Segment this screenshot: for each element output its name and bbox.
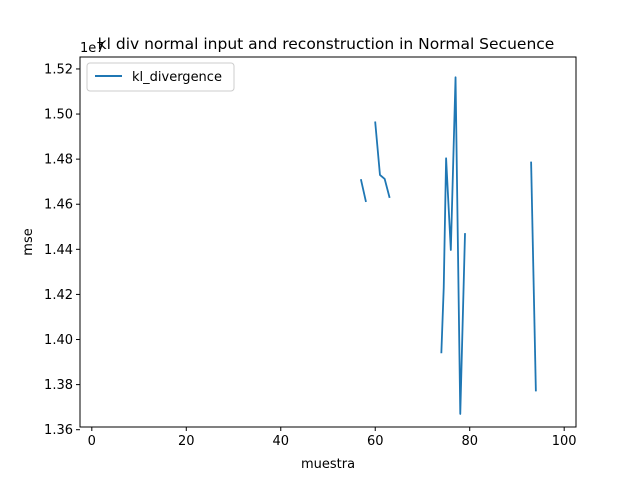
- x-tick-label: 60: [367, 434, 384, 449]
- y-tick-label: 1.38: [44, 378, 73, 393]
- x-tick-label: 100: [552, 434, 577, 449]
- y-offset-label: 1e7: [80, 41, 105, 56]
- y-tick-label: 1.48: [44, 153, 73, 168]
- y-tick-label: 1.50: [44, 108, 73, 123]
- x-tick-label: 40: [272, 434, 289, 449]
- legend: kl_divergence: [86, 62, 235, 92]
- y-tick-label: 1.40: [44, 333, 73, 348]
- x-axis-label: muestra: [301, 457, 355, 472]
- series-line-segment-3: [440, 76, 466, 415]
- plot-area: [80, 57, 576, 427]
- y-tick-label: 1.36: [44, 423, 73, 438]
- y-axis-label: mse: [21, 228, 36, 255]
- series-line-segment-1: [359, 179, 367, 203]
- x-tick-label: 80: [461, 434, 478, 449]
- y-axis-ticks: 1.36 1.38 1.40 1.42 1.44 1.46 1.48 1.50 1.52: [44, 62, 80, 438]
- x-tick-label: 0: [88, 434, 96, 449]
- x-tick-label: 20: [178, 434, 195, 449]
- legend-box: [86, 62, 235, 92]
- plot-frame: [79, 56, 577, 428]
- series-line-segment-4: [530, 161, 537, 392]
- legend-label-kl-divergence: kl_divergence: [132, 70, 222, 85]
- series-line-segment-2: [374, 121, 391, 199]
- y-tick-label: 1.46: [44, 198, 73, 213]
- chart-title: kl div normal input and reconstruction i…: [98, 35, 555, 53]
- series-lines: [359, 76, 537, 415]
- y-tick-label: 1.42: [44, 288, 73, 303]
- y-tick-label: 1.52: [44, 62, 73, 77]
- y-tick-label: 1.44: [44, 243, 73, 258]
- x-axis-ticks: 0 20 40 60 80 100: [88, 427, 577, 449]
